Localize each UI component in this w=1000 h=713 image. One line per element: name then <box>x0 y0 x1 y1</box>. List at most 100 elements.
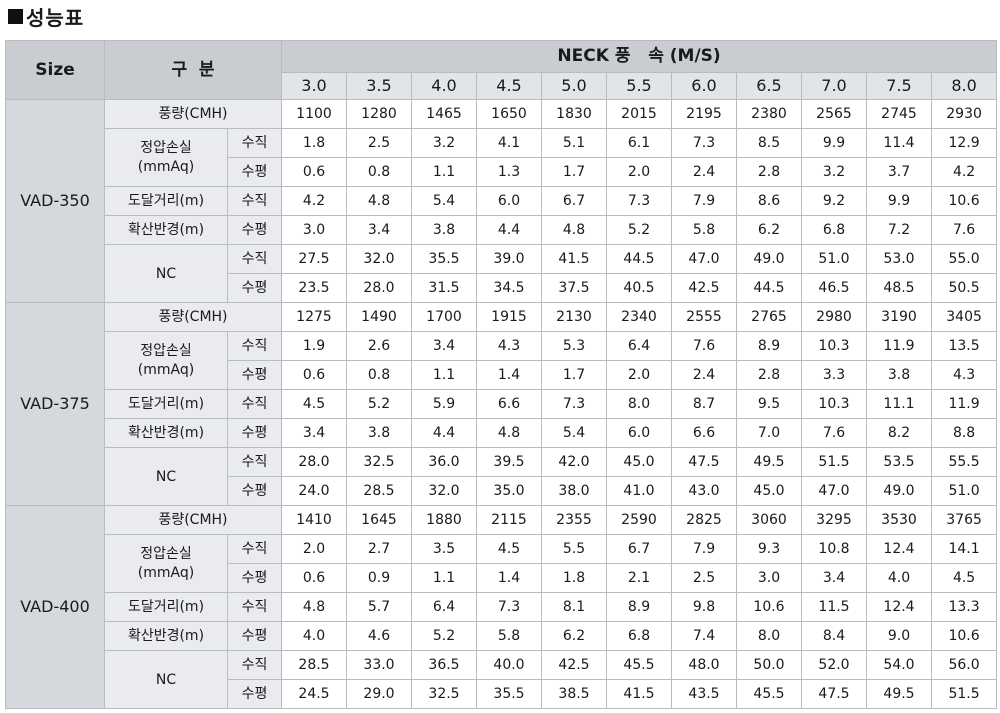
vertical-label: 수직 <box>227 650 282 680</box>
value-cell: 6.7 <box>541 186 607 216</box>
value-cell: 29.0 <box>346 679 412 709</box>
table-row: VAD-375 풍량(CMH) 1275 1490 1700 1915 2130 2340 25… <box>5 302 998 506</box>
pressure-loss-label: 정압손실 (mmAq) <box>104 534 228 593</box>
reach-label: 도달거리(m) <box>104 592 228 622</box>
speed-header-row: 3.0 3.5 4.0 4.5 5.0 5.5 6.0 6.5 7.0 7.5 8.0 <box>6 72 998 100</box>
value-cell: 50.0 <box>736 650 802 680</box>
value-cell: 1.1 <box>411 157 477 187</box>
value-cell: 1.8 <box>541 563 607 593</box>
value-cell: 1.4 <box>476 360 542 390</box>
value-cell: 7.6 <box>671 331 737 361</box>
value-cell: 5.1 <box>541 128 607 158</box>
value-cell: 52.0 <box>801 650 867 680</box>
value-cell: 6.1 <box>606 128 672 158</box>
table-row: 수평 0.6 0.9 1.1 1.4 1.8 2.1 2.5 3.0 3.4 4.0 4.5 <box>6 563 998 593</box>
value-cell: 3.2 <box>411 128 477 158</box>
value-cell: 4.1 <box>476 128 542 158</box>
page-title: 성능표 <box>8 2 84 30</box>
value-cell: 33.0 <box>346 650 412 680</box>
table-row: NC 수직 28.5 33.0 36.5 40.0 42.5 45.5 48.0 50.0 52.0… <box>6 650 998 709</box>
value-cell: 55.5 <box>930 447 998 477</box>
value-cell: 9.0 <box>866 621 932 651</box>
value-cell: 2980 <box>801 302 867 332</box>
value-cell: 1915 <box>476 302 542 332</box>
flow-label: 풍량(CMH) <box>104 99 282 129</box>
speed-header-cell: 8.0 <box>930 72 998 100</box>
value-cell: 45.5 <box>606 650 672 680</box>
value-cell: 12.4 <box>866 534 932 564</box>
value-cell: 32.5 <box>411 679 477 709</box>
value-cell: 3405 <box>930 302 998 332</box>
diffusion-label: 확산반경(m) <box>104 418 228 448</box>
vertical-label: 수직 <box>227 534 282 564</box>
table-row: 확산반경(m) 수평 3.0 3.4 3.8 4.4 4.8 5.2 5.8 6.2 6.8 7.2 7… <box>6 215 998 245</box>
value-cell: 38.5 <box>541 679 607 709</box>
value-cell: 35.5 <box>411 244 477 274</box>
value-cell: 3190 <box>866 302 932 332</box>
value-cell: 3.2 <box>801 157 867 187</box>
value-cell: 8.2 <box>866 418 932 448</box>
value-cell: 1275 <box>281 302 347 332</box>
value-cell: 4.8 <box>476 418 542 448</box>
value-cell: 6.6 <box>476 389 542 419</box>
value-cell: 36.5 <box>411 650 477 680</box>
value-cell: 5.2 <box>606 215 672 245</box>
value-cell: 6.7 <box>606 534 672 564</box>
value-cell: 6.4 <box>411 592 477 622</box>
nc-label: NC <box>104 244 228 303</box>
value-cell: 41.5 <box>606 679 672 709</box>
flow-label: 풍량(CMH) <box>104 505 282 535</box>
model-name-cell: VAD-375 <box>5 302 105 506</box>
value-cell: 5.4 <box>411 186 477 216</box>
value-cell: 8.7 <box>671 389 737 419</box>
value-cell: 40.0 <box>476 650 542 680</box>
value-cell: 2195 <box>671 99 737 129</box>
performance-table: Size 구 분 NECK 풍 속 (M/S) 3.0 3.5 4.0 4.5 5.0 5… <box>5 40 998 709</box>
value-cell: 28.5 <box>281 650 347 680</box>
value-cell: 4.8 <box>541 215 607 245</box>
value-cell: 2590 <box>606 505 672 535</box>
value-cell: 47.5 <box>671 447 737 477</box>
horizontal-label: 수평 <box>227 215 282 245</box>
speed-header-cell: 3.5 <box>346 72 412 100</box>
value-cell: 6.0 <box>476 186 542 216</box>
flow-label: 풍량(CMH) <box>104 302 282 332</box>
value-cell: 14.1 <box>930 534 998 564</box>
value-cell: 2.0 <box>606 360 672 390</box>
pressure-loss-label-line1: 정압손실 <box>140 140 192 157</box>
value-cell: 34.5 <box>476 273 542 303</box>
value-cell: 6.8 <box>606 621 672 651</box>
vertical-label: 수직 <box>227 244 282 274</box>
value-cell: 4.8 <box>281 592 347 622</box>
value-cell: 3.4 <box>346 215 412 245</box>
vertical-label: 수직 <box>227 389 282 419</box>
vertical-label: 수직 <box>227 186 282 216</box>
value-cell: 5.9 <box>411 389 477 419</box>
value-cell: 2930 <box>930 99 998 129</box>
value-cell: 2.5 <box>671 563 737 593</box>
value-cell: 1410 <box>281 505 347 535</box>
model-name-cell: VAD-400 <box>5 505 105 709</box>
value-cell: 7.2 <box>866 215 932 245</box>
value-cell: 4.3 <box>930 360 998 390</box>
value-cell: 7.6 <box>930 215 998 245</box>
value-cell: 3.4 <box>411 331 477 361</box>
speed-header-cell: 5.0 <box>541 72 607 100</box>
value-cell: 2015 <box>606 99 672 129</box>
value-cell: 1.8 <box>281 128 347 158</box>
vertical-label: 수직 <box>227 592 282 622</box>
pressure-loss-label-line2: (mmAq) <box>137 564 195 581</box>
value-cell: 12.9 <box>930 128 998 158</box>
pressure-loss-label: 정압손실 (mmAq) <box>104 128 228 187</box>
value-cell: 32.0 <box>346 244 412 274</box>
value-cell: 39.5 <box>476 447 542 477</box>
value-cell: 48.5 <box>866 273 932 303</box>
value-cell: 1830 <box>541 99 607 129</box>
value-cell: 1880 <box>411 505 477 535</box>
value-cell: 40.5 <box>606 273 672 303</box>
value-cell: 49.5 <box>866 679 932 709</box>
value-cell: 3.4 <box>281 418 347 448</box>
table-row: 정압손실 (mmAq) 수직 1.9 2.6 3.4 4.3 5.3 6.4 7.6 8.9 10.3… <box>6 331 998 390</box>
value-cell: 6.0 <box>606 418 672 448</box>
value-cell: 7.3 <box>541 389 607 419</box>
